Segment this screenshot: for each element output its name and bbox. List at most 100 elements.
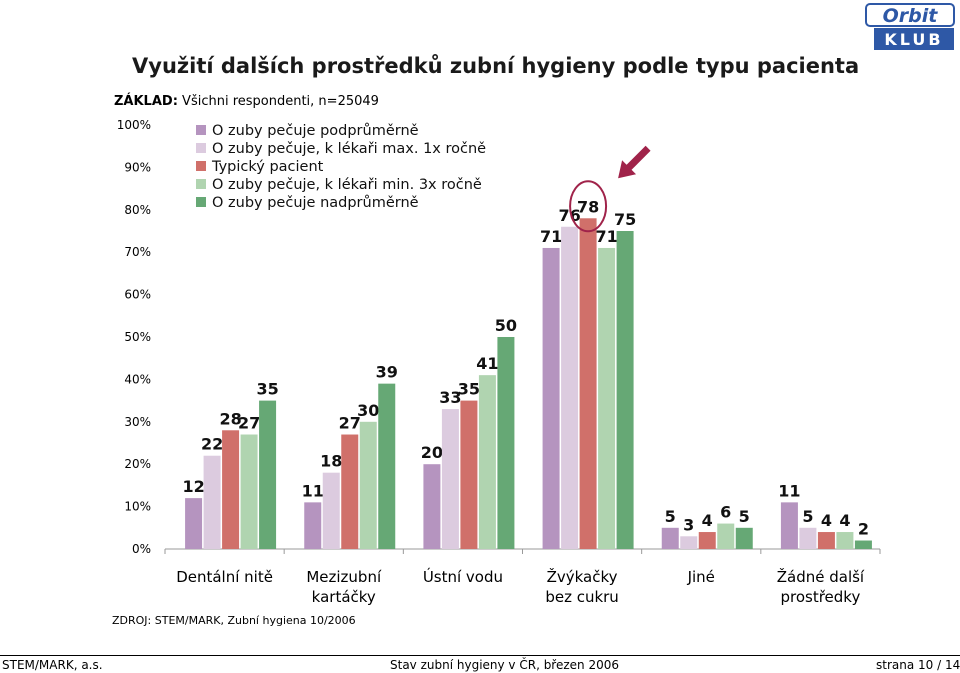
bar xyxy=(322,472,340,549)
legend-label: O zuby pečuje nadprůměrně xyxy=(212,195,419,211)
legend-label: O zuby pečuje, k lékaři max. 1x ročně xyxy=(212,141,486,157)
bar xyxy=(817,532,835,549)
bar xyxy=(680,536,698,549)
bar xyxy=(497,337,515,549)
data-label: 18 xyxy=(320,452,342,471)
x-tick-label: bez cukru xyxy=(545,588,619,606)
page-title: Využití dalších prostředků zubní hygieny… xyxy=(132,54,860,78)
bar xyxy=(836,532,854,549)
bar xyxy=(222,430,240,549)
bar xyxy=(579,218,597,549)
data-label: 71 xyxy=(595,227,617,246)
bar xyxy=(561,226,579,549)
logo-bottom-text: KLUB xyxy=(884,30,943,49)
bar xyxy=(240,434,258,549)
bar xyxy=(359,421,377,549)
bar xyxy=(735,527,753,549)
bar xyxy=(616,231,634,549)
y-tick-label: 70% xyxy=(124,245,151,259)
y-tick-label: 60% xyxy=(124,288,151,302)
basis-label: ZÁKLAD: xyxy=(114,94,178,109)
legend-swatch xyxy=(196,161,206,171)
bar xyxy=(661,527,679,549)
basis-text: Všichni respondenti, n=25049 xyxy=(182,94,379,109)
legend-label: O zuby pečuje, k lékaři min. 3x ročně xyxy=(212,177,482,193)
data-label: 5 xyxy=(665,507,676,526)
legend-label: O zuby pečuje podprůměrně xyxy=(212,123,419,139)
bar xyxy=(341,434,359,549)
x-tick-label: Mezizubní xyxy=(306,568,382,586)
data-label: 6 xyxy=(720,503,731,522)
data-label: 28 xyxy=(219,409,241,428)
y-tick-label: 50% xyxy=(124,330,151,344)
data-label: 76 xyxy=(558,206,580,225)
data-label: 2 xyxy=(858,520,869,539)
footer-right: strana 10 / 14 xyxy=(876,658,960,672)
basis-note: ZÁKLAD: Všichni respondenti, n=25049 xyxy=(114,94,379,109)
data-label: 41 xyxy=(476,354,498,373)
data-label: 35 xyxy=(256,380,278,399)
data-label: 11 xyxy=(778,481,800,500)
legend-swatch xyxy=(196,143,206,153)
source-note: ZDROJ: STEM/MARK, Zubní hygiena 10/2006 xyxy=(112,614,356,627)
y-tick-label: 30% xyxy=(124,415,151,429)
data-label: 5 xyxy=(739,507,750,526)
x-tick-label: Žvýkačky xyxy=(547,567,618,586)
data-label: 11 xyxy=(302,481,324,500)
data-label: 5 xyxy=(802,507,813,526)
bar xyxy=(717,523,735,549)
highlight-circle xyxy=(569,180,608,233)
data-label: 78 xyxy=(577,197,599,216)
data-label: 22 xyxy=(201,435,223,454)
highlight-arrowhead xyxy=(618,160,637,179)
bar xyxy=(799,527,817,549)
bar xyxy=(698,532,716,549)
data-label: 4 xyxy=(839,511,850,530)
y-tick-label: 0% xyxy=(132,542,151,556)
footer-center: Stav zubní hygieny v ČR, březen 2006 xyxy=(390,658,620,672)
y-tick-label: 10% xyxy=(124,500,151,514)
orbit-klub-logo: Orbit KLUB xyxy=(865,3,955,50)
data-label: 33 xyxy=(439,388,461,407)
legend-label: Typický pacient xyxy=(211,159,324,175)
x-tick-label: prostředky xyxy=(780,588,860,606)
data-label: 12 xyxy=(182,477,204,496)
bar xyxy=(423,464,441,549)
bar xyxy=(460,400,478,549)
data-label: 20 xyxy=(421,443,443,462)
x-tick-label: kartáčky xyxy=(312,588,376,606)
y-tick-label: 40% xyxy=(124,372,151,386)
bar xyxy=(378,383,396,549)
data-label: 27 xyxy=(339,414,361,433)
footer-left: STEM/MARK, a.s. xyxy=(2,658,103,672)
bar xyxy=(598,247,616,549)
data-label: 75 xyxy=(614,210,636,229)
bar xyxy=(304,502,322,549)
data-label: 27 xyxy=(238,414,260,433)
footer: STEM/MARK, a.s. Stav zubní hygieny v ČR,… xyxy=(0,655,960,673)
bar xyxy=(441,409,459,549)
data-label: 39 xyxy=(376,363,398,382)
x-tick-label: Ústní vodu xyxy=(423,567,503,586)
x-tick-label: Dentální nitě xyxy=(176,568,273,586)
data-label: 71 xyxy=(540,227,562,246)
bar xyxy=(854,540,872,549)
bar xyxy=(542,247,560,549)
data-label: 35 xyxy=(458,380,480,399)
bar xyxy=(259,400,277,549)
data-label: 30 xyxy=(357,401,379,420)
bar xyxy=(203,455,221,549)
legend-swatch xyxy=(196,197,206,207)
x-tick-label: Jiné xyxy=(687,568,715,586)
bar xyxy=(780,502,798,549)
data-label: 4 xyxy=(702,511,713,530)
legend-swatch xyxy=(196,125,206,135)
legend-swatch xyxy=(196,179,206,189)
logo-top-text: Orbit xyxy=(883,5,939,27)
y-tick-label: 20% xyxy=(124,457,151,471)
data-label: 4 xyxy=(821,511,832,530)
bar xyxy=(478,375,496,549)
y-tick-label: 90% xyxy=(124,160,151,174)
x-tick-label: Žádné další xyxy=(777,567,865,586)
